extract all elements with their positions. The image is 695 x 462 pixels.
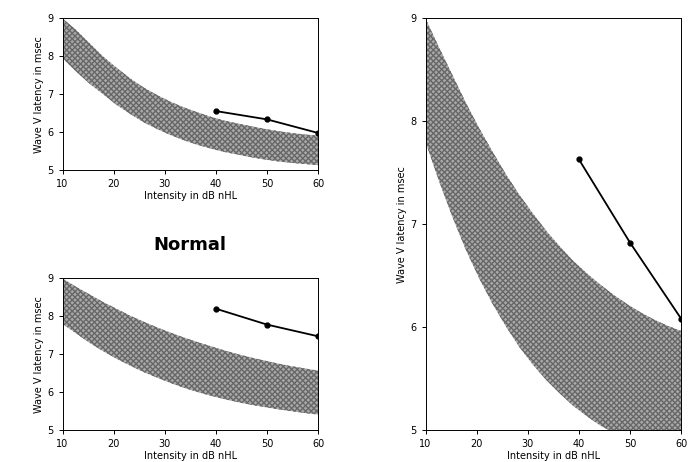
Y-axis label: Wave V latency in msec: Wave V latency in msec — [398, 166, 407, 282]
Y-axis label: Wave V latency in msec: Wave V latency in msec — [35, 36, 44, 152]
X-axis label: Intensity in dB nHL: Intensity in dB nHL — [144, 191, 237, 201]
Y-axis label: Wave V latency in msec: Wave V latency in msec — [35, 296, 44, 413]
Text: Normal: Normal — [154, 236, 227, 254]
X-axis label: Intensity in dB nHL: Intensity in dB nHL — [144, 451, 237, 462]
X-axis label: Intensity in dB nHL: Intensity in dB nHL — [507, 451, 600, 462]
